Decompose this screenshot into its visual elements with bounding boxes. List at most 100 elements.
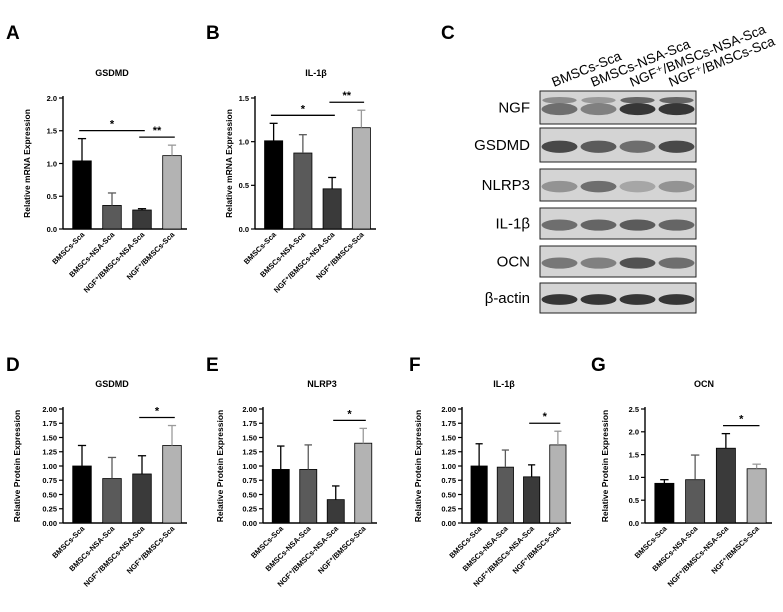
blot-band — [658, 103, 695, 116]
panel-label-f: F — [409, 355, 421, 376]
chart-title: OCN — [694, 379, 714, 389]
y-tick-label: 0.75 — [42, 476, 57, 485]
y-tick-label: 2.00 — [441, 405, 456, 414]
blot-strip — [539, 282, 697, 314]
blot-band — [619, 257, 656, 269]
blot-row-label: GSDMD — [474, 137, 530, 154]
chart-title: IL-1β — [493, 379, 515, 389]
blot-band — [659, 96, 694, 104]
x-tick-label: NGF⁺/BMSCs-NSA-Sca — [666, 523, 731, 588]
panel-label-d: D — [6, 355, 20, 376]
y-tick-label: 0.25 — [42, 505, 57, 514]
blot-band — [541, 219, 578, 231]
bar — [654, 482, 675, 524]
blot-band — [658, 257, 695, 269]
chart-title: IL-1β — [305, 68, 327, 78]
y-tick-label: 2.00 — [42, 405, 57, 414]
panel-label-e: E — [206, 355, 219, 376]
y-tick-label: 0.0 — [239, 225, 249, 234]
y-tick-label: 2.5 — [629, 405, 639, 414]
significance-label: ** — [342, 90, 351, 102]
blot-row-label: NLRP3 — [482, 177, 530, 194]
blot-band — [541, 257, 578, 269]
chart-title: GSDMD — [95, 68, 129, 78]
y-tick-label: 0.00 — [242, 519, 257, 528]
blot-row-label: β-actin — [485, 290, 530, 307]
y-tick-label: 0.50 — [42, 490, 57, 499]
significance-label: * — [301, 103, 306, 115]
chart-a: GSDMD Relative mRNA Expression 0.0 0.5 1.0 1.… — [22, 68, 187, 295]
y-tick-label: 1.00 — [242, 462, 257, 471]
blot-row-label: IL-1β — [496, 216, 531, 233]
blot-band — [541, 103, 578, 116]
y-tick-label: 1.0 — [47, 159, 57, 168]
y-tick-label: 0.75 — [242, 476, 257, 485]
panel-label-g: G — [591, 355, 606, 376]
y-tick-label: 1.00 — [42, 462, 57, 471]
y-axis-label: Relative Protein Expression — [413, 410, 423, 522]
blot-band — [580, 180, 617, 193]
y-tick-label: 0.50 — [441, 490, 456, 499]
y-tick-label: 1.50 — [441, 433, 456, 442]
y-tick-label: 0.75 — [441, 476, 456, 485]
y-tick-label: 0.50 — [242, 490, 257, 499]
chart-title: NLRP3 — [307, 379, 337, 389]
y-tick-label: 0.25 — [441, 505, 456, 514]
y-axis-label: Relative Protein Expression — [215, 410, 225, 522]
blot-band — [658, 294, 695, 305]
significance-label: * — [155, 406, 160, 418]
y-tick-label: 1.25 — [441, 448, 456, 457]
significance-label: * — [543, 411, 548, 423]
blot-band — [580, 257, 617, 269]
y-tick-label: 1.00 — [441, 462, 456, 471]
bar — [746, 468, 767, 524]
y-axis-label: Relative Protein Expression — [12, 410, 22, 522]
chart-d: GSDMD Relative Protein Expression 0.00 0.25… — [12, 379, 187, 589]
blot-band — [580, 294, 617, 305]
blot-band — [580, 219, 617, 231]
y-tick-label: 0.5 — [629, 496, 639, 505]
significance-label: * — [110, 119, 115, 131]
y-tick-label: 1.5 — [239, 94, 249, 103]
y-tick-label: 1.75 — [42, 419, 57, 428]
y-axis-label: Relative mRNA Expression — [224, 109, 234, 218]
y-tick-label: 1.0 — [629, 473, 639, 482]
blot-band — [619, 180, 656, 193]
y-axis-label: Relative mRNA Expression — [22, 109, 32, 218]
bar — [685, 479, 706, 524]
y-tick-label: 0.0 — [47, 225, 57, 234]
blot-band — [581, 96, 616, 104]
y-tick-label: 0.5 — [47, 192, 57, 201]
significance-label: * — [739, 414, 744, 426]
y-tick-label: 1.0 — [239, 137, 249, 146]
y-tick-label: 1.50 — [42, 433, 57, 442]
blot-band — [619, 103, 656, 116]
y-tick-label: 0.00 — [42, 519, 57, 528]
chart-f: IL-1β Relative Protein Expression 0.00 0.25… — [413, 379, 571, 589]
y-tick-label: 0.0 — [629, 519, 639, 528]
chart-e: NLRP3 Relative Protein Expression 0.00 0.25… — [215, 379, 377, 589]
blot-band — [658, 219, 695, 231]
blot-band — [541, 180, 578, 193]
bar — [715, 447, 736, 524]
blot-strip — [539, 168, 697, 202]
blot-band — [580, 140, 617, 153]
panel-label-a: A — [6, 23, 20, 44]
y-tick-label: 1.25 — [242, 448, 257, 457]
blot-band — [658, 140, 695, 153]
blot-row-label: NGF — [498, 100, 530, 117]
y-tick-label: 1.5 — [47, 127, 57, 136]
y-tick-label: 2.0 — [629, 428, 639, 437]
blot-band — [658, 180, 695, 193]
significance-label: * — [347, 408, 352, 420]
western-blot: BMSCs-ScaBMSCs-NSA-ScaNGF⁺/BMSCs-NSA-Sca… — [474, 21, 777, 314]
y-tick-label: 2.0 — [47, 94, 57, 103]
y-axis-label: Relative Protein Expression — [600, 410, 610, 522]
y-tick-label: 1.50 — [242, 433, 257, 442]
y-tick-label: 0.25 — [242, 505, 257, 514]
y-tick-label: 2.00 — [242, 405, 257, 414]
blot-band — [620, 96, 655, 104]
panel-label-c: C — [441, 23, 455, 44]
y-tick-label: 1.5 — [629, 450, 639, 459]
